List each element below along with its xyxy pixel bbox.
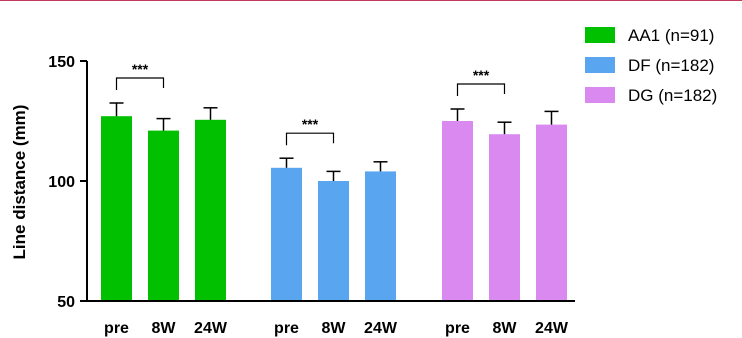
bar-df-pre	[271, 167, 302, 301]
x-tick-label-df-8w: 8W	[322, 320, 347, 337]
significance-label-aa1: ***	[132, 61, 149, 77]
bar-aa1-pre	[101, 116, 132, 301]
significance-bracket-df	[285, 132, 335, 146]
x-tick-label-df-pre: pre	[274, 320, 299, 337]
legend-label-df: DF (n=182)	[628, 56, 714, 75]
legend-swatch-dg	[585, 87, 615, 103]
significance-bracket-aa1	[115, 77, 165, 90]
legend-label-dg: DG (n=182)	[628, 86, 717, 105]
significance-bracket-dg	[456, 83, 506, 96]
bar-df-24w	[365, 171, 396, 301]
x-tick-label-df-24w: 24W	[364, 320, 398, 337]
y-axis-title: Line distance (mm)	[10, 105, 29, 260]
x-tick-label-dg-24w: 24W	[535, 320, 569, 337]
y-tick-label-150: 150	[48, 54, 75, 71]
y-tick-label-100: 100	[48, 174, 75, 191]
bar-aa1-8w	[148, 130, 179, 301]
bar-dg-8w	[489, 134, 520, 301]
legend-label-aa1: AA1 (n=91)	[628, 26, 714, 45]
bar-df-8w	[318, 181, 349, 301]
legend-swatch-aa1	[585, 27, 615, 43]
x-tick-label-aa1-pre: pre	[104, 320, 129, 337]
x-tick-label-aa1-8w: 8W	[152, 320, 177, 337]
bar-dg-pre	[442, 121, 473, 301]
y-tick-label-50: 50	[57, 294, 75, 311]
bar-dg-24w	[536, 124, 567, 301]
x-tick-label-aa1-24w: 24W	[194, 320, 228, 337]
significance-label-dg: ***	[473, 67, 490, 83]
bar-aa1-24w	[195, 119, 226, 301]
top-divider	[0, 0, 742, 1]
x-tick-label-dg-8w: 8W	[493, 320, 518, 337]
significance-label-df: ***	[302, 116, 319, 132]
x-tick-label-dg-pre: pre	[445, 320, 470, 337]
legend-swatch-df	[585, 57, 615, 73]
